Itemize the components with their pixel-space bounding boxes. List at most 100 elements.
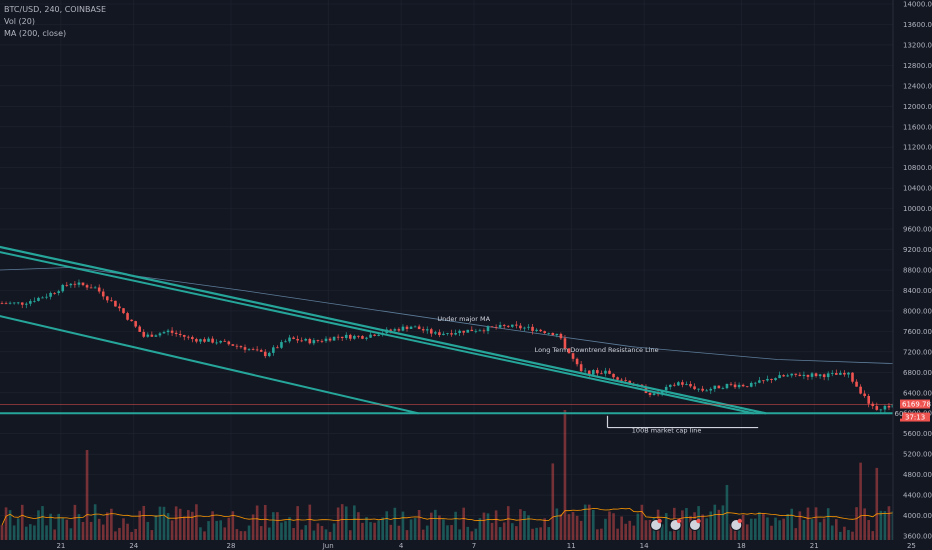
volume-bar	[150, 530, 154, 540]
ma-indicator-line[interactable]: MA (200, close)	[4, 29, 67, 38]
price-axis[interactable]: 14000.00 13600.00 13200.00 12800.00 12400.00…	[892, 0, 932, 550]
volume-bar	[875, 467, 879, 540]
symbol-line[interactable]: BTC/USD, 240, COINBASE	[4, 5, 107, 14]
volume-bar	[357, 512, 360, 540]
volume-bar	[401, 511, 405, 540]
volume-bar	[685, 508, 688, 540]
volume-bar	[616, 528, 619, 540]
volume-bar	[531, 528, 534, 540]
candle-body	[600, 373, 603, 375]
volume-bar	[749, 518, 753, 540]
volume-bar	[207, 521, 210, 540]
candle-body	[539, 329, 542, 332]
candle-body	[851, 372, 854, 382]
candle-body	[839, 372, 842, 375]
volume-bar	[263, 504, 267, 540]
candle-body	[29, 301, 32, 304]
candle-body	[191, 337, 194, 340]
candle-body	[482, 330, 486, 332]
candle-body	[421, 329, 425, 331]
candle-body	[150, 334, 154, 337]
candle-body	[579, 364, 583, 372]
volume-bar	[855, 507, 858, 540]
volume-bar	[377, 520, 380, 540]
volume-bar	[830, 525, 834, 540]
candle-body	[73, 283, 77, 285]
candle-body	[268, 352, 271, 357]
candle-body	[425, 329, 429, 331]
candle-body	[340, 336, 344, 339]
resistance-line-upper[interactable]	[0, 245, 767, 415]
volume-bar	[608, 511, 611, 540]
volume-bar	[458, 529, 461, 540]
candle-body	[41, 297, 44, 299]
candle-body	[126, 313, 129, 320]
volume-bar	[446, 525, 449, 540]
time-axis[interactable]: 212428Jun47111418212528Jul4912	[0, 540, 932, 550]
volume-bar	[539, 527, 542, 540]
candle-body	[474, 330, 478, 332]
volume-bar	[255, 505, 259, 540]
candle-body	[328, 338, 332, 341]
candle-body	[592, 370, 595, 375]
volume-bar	[49, 513, 52, 540]
volume-indicator-line[interactable]: Vol (20)	[4, 17, 35, 26]
candle-body	[130, 319, 133, 322]
candle-body	[239, 346, 243, 348]
candle-body	[413, 326, 417, 328]
volume-bar	[16, 518, 20, 540]
volume-bar	[158, 506, 162, 540]
volume-bar	[527, 515, 530, 540]
volume-bar	[551, 463, 555, 540]
candle-body	[721, 388, 725, 389]
volume-bar	[729, 524, 733, 540]
volume-bar	[664, 513, 668, 540]
trendlines[interactable]	[0, 245, 893, 429]
candle-body	[106, 296, 109, 301]
candle-body	[519, 325, 522, 329]
candle-body	[596, 370, 599, 374]
event-badge-icon	[676, 518, 682, 524]
candle-body	[798, 374, 802, 376]
candle-body	[45, 296, 48, 298]
candle-body	[685, 384, 688, 385]
candle-body	[527, 326, 530, 328]
candle-body	[33, 300, 36, 302]
candle-body	[53, 292, 56, 294]
volume-bar	[292, 528, 295, 540]
last-price-tag: 6169.78 37:1360	[894, 399, 931, 422]
volume-bar	[25, 526, 28, 540]
volume-bar	[421, 529, 425, 540]
candle-body	[442, 333, 445, 336]
annotation-label: Under major MA	[437, 315, 490, 323]
support-trendline[interactable]	[0, 315, 419, 415]
volume-bar	[308, 504, 312, 540]
volume-bar	[486, 513, 490, 540]
event-markers[interactable]	[650, 518, 743, 531]
volume-bar	[223, 527, 227, 540]
volume-bar	[33, 525, 36, 540]
candle-body	[462, 330, 465, 333]
volume-bar	[268, 527, 271, 540]
candle-body	[701, 388, 704, 391]
time-tick-label: 28	[227, 542, 236, 550]
volume-bar	[604, 518, 607, 540]
annotations: Under major MA Long Term Downtrend Resist…	[437, 315, 701, 435]
volume-bar	[138, 510, 141, 540]
volume-bar	[506, 506, 510, 540]
resistance-line-lower[interactable]	[0, 251, 755, 415]
volume-bar	[166, 513, 170, 540]
candle-body	[97, 287, 101, 292]
volume-bar	[304, 525, 308, 540]
volume-bar	[41, 506, 44, 540]
candle-body	[871, 403, 875, 407]
volume-bar	[782, 518, 785, 540]
candle-body	[405, 326, 409, 329]
volume-bar	[867, 520, 870, 540]
volume-bar	[636, 513, 640, 540]
candle-body	[401, 326, 405, 331]
candle-body	[717, 385, 721, 389]
volume-bar	[316, 523, 320, 540]
volume-bar	[53, 529, 56, 540]
